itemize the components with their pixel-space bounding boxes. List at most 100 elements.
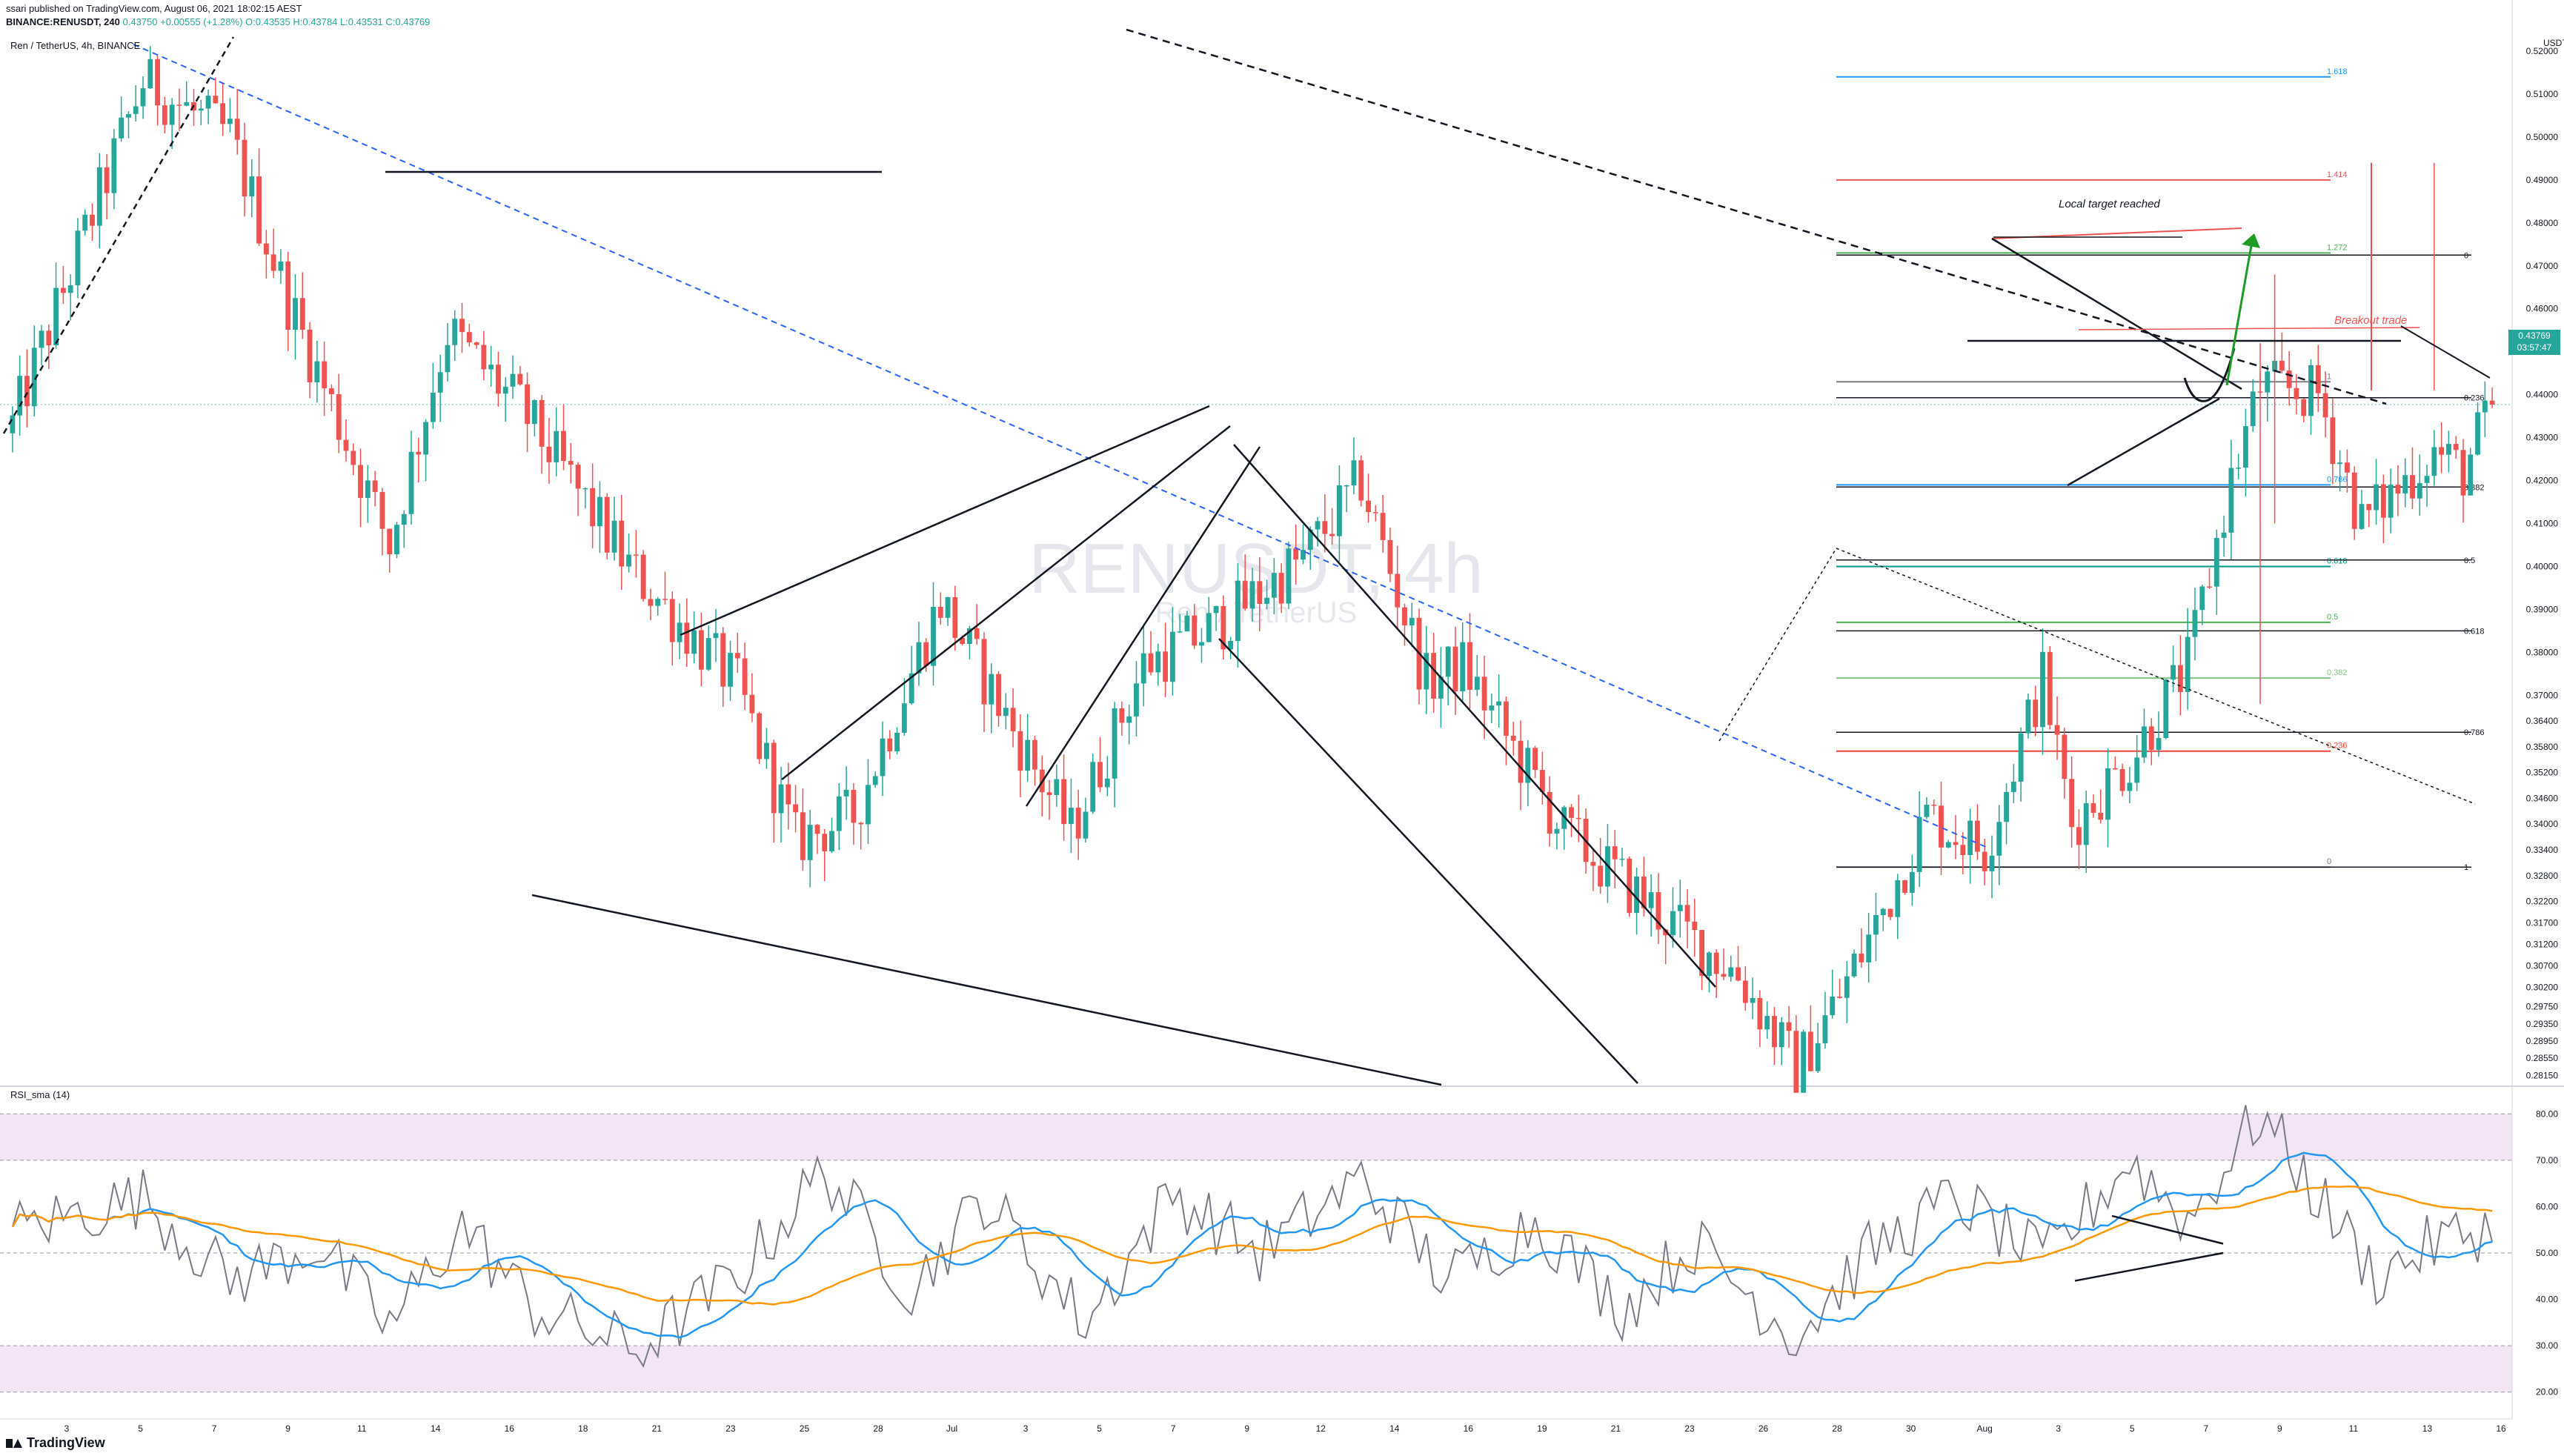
candle: [379, 488, 385, 556]
candle-body: [1155, 651, 1161, 673]
time-tick-label: 5: [138, 1423, 143, 1434]
time-tick-label: 23: [1684, 1423, 1695, 1434]
candle-body: [814, 825, 820, 834]
candle: [111, 129, 117, 210]
candle-body: [1054, 779, 1060, 795]
candle: [2439, 422, 2445, 473]
candle-body: [669, 599, 675, 642]
candle-body: [1924, 804, 1930, 817]
candle: [1134, 661, 1139, 737]
candle-body: [1677, 905, 1683, 911]
candle-body: [2213, 537, 2219, 587]
candle: [2366, 503, 2372, 528]
rsi-tick-label: 80.00: [2536, 1108, 2558, 1119]
candle-body: [1431, 653, 1437, 699]
candle-body: [2192, 610, 2198, 637]
price-tick-label: 0.41000: [2526, 519, 2559, 529]
candle: [2344, 449, 2350, 493]
candle-body: [1395, 574, 1401, 608]
candle: [343, 419, 349, 462]
rising-wedge-upper-line: [680, 405, 1210, 636]
candle: [1975, 804, 1980, 860]
candle-body: [2344, 462, 2350, 473]
candle-body: [1778, 1022, 1784, 1048]
main-legend[interactable]: Ren / TetherUS, 4h, BINANCE: [10, 40, 141, 51]
rising-wedge-inner-line: [1025, 446, 1261, 807]
candle: [1742, 965, 1748, 1011]
candle-body: [213, 96, 219, 104]
candle-body: [2185, 636, 2191, 692]
candle-body: [147, 59, 153, 89]
candle-body: [293, 298, 298, 330]
price-tick-label: 0.28950: [2526, 1036, 2559, 1046]
candle-body: [474, 342, 479, 345]
candle-body: [2076, 827, 2082, 845]
candle: [793, 785, 799, 833]
brand[interactable]: TradingView: [6, 1435, 105, 1451]
price-tick-label: 0.30700: [2526, 961, 2559, 971]
candle: [372, 471, 378, 507]
candle: [1301, 525, 1306, 565]
candle: [17, 355, 23, 436]
candle: [945, 596, 951, 626]
fib-right-label: 1: [2464, 863, 2468, 872]
candle-body: [10, 415, 16, 433]
fib-right-label: 0.5: [2464, 556, 2475, 565]
candle: [931, 582, 936, 686]
breakout-label: Breakout trade: [2334, 314, 2407, 327]
candle: [75, 218, 81, 299]
candle: [1104, 756, 1110, 797]
drawings: [2, 28, 2491, 1086]
candle-body: [2171, 665, 2176, 680]
candle-body: [205, 96, 211, 109]
candle-body: [1301, 550, 1306, 560]
rsi-legend[interactable]: RSI_sma (14): [10, 1089, 70, 1100]
candle: [351, 443, 356, 475]
candle: [1569, 804, 1574, 837]
candle: [2337, 450, 2343, 492]
candle-body: [430, 392, 436, 422]
time-tick-label: 16: [2496, 1423, 2506, 1434]
candle-body: [2177, 665, 2183, 692]
candle: [2119, 763, 2125, 797]
candle-body: [1467, 642, 1472, 690]
candle: [2330, 398, 2336, 485]
candle: [989, 663, 994, 734]
candle-body: [2301, 399, 2307, 416]
candle-body: [1873, 914, 1879, 935]
time-tick-label: 21: [1611, 1423, 1621, 1434]
candle-body: [517, 373, 523, 385]
candle: [2054, 696, 2060, 760]
candle-body: [894, 732, 900, 752]
candle-body: [2148, 726, 2154, 750]
candle: [1815, 1023, 1821, 1074]
candle: [1474, 654, 1480, 697]
candle-body: [1757, 997, 1763, 1030]
dashed-uptrend-line: [2, 36, 235, 434]
candle: [39, 325, 44, 365]
candle: [561, 404, 566, 471]
candle-body: [2156, 737, 2162, 750]
candle: [1307, 526, 1313, 571]
candle-body: [909, 673, 914, 704]
candle-body: [140, 88, 146, 107]
candle: [169, 98, 175, 150]
candle: [2156, 711, 2162, 757]
candle-body: [1887, 908, 1893, 917]
watermark-symbol: RENUSDT, 4h: [1029, 529, 1484, 608]
time-tick-label: 21: [652, 1423, 662, 1434]
candle-body: [1525, 748, 1531, 783]
candle-body: [1547, 791, 1552, 834]
candle: [488, 345, 494, 387]
candle: [2171, 645, 2176, 693]
candle: [778, 766, 784, 843]
candle-body: [713, 633, 719, 639]
candle-body: [2380, 484, 2386, 518]
candle-body: [328, 388, 334, 394]
candle: [1909, 854, 1915, 906]
candle-body: [1532, 748, 1538, 771]
candle-body: [2004, 791, 2009, 822]
rising-wedge-lower-line: [781, 425, 1231, 780]
candle-body: [1307, 529, 1313, 551]
